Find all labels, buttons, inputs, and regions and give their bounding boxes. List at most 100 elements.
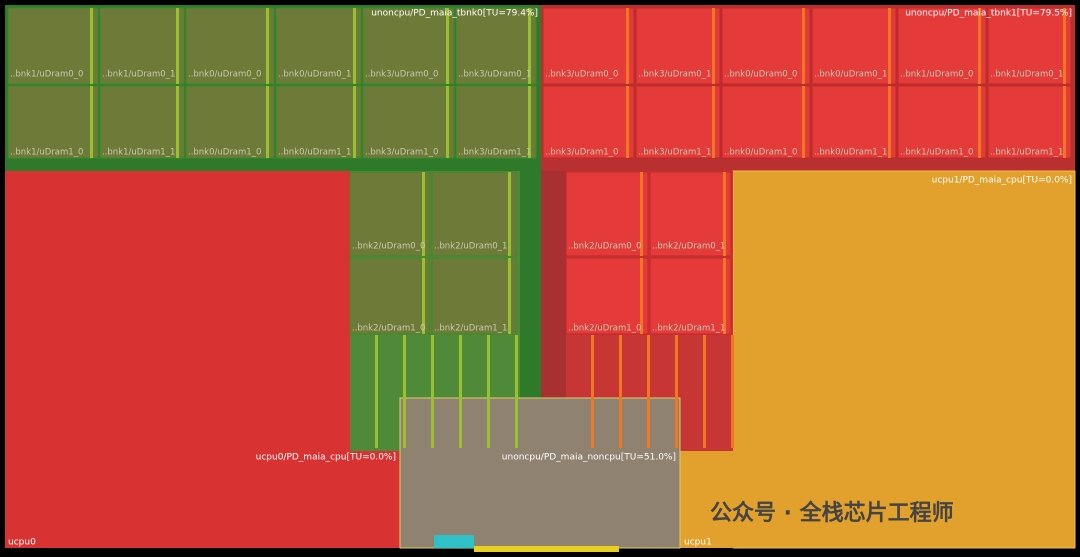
macro-label: ..bnk2/uDram0_0 <box>568 242 641 252</box>
macro-label: ..bnk3/uDram1_1 <box>458 148 531 158</box>
macro <box>349 171 431 257</box>
macro <box>275 85 362 159</box>
macro-label: ..bnk1/uDram0_1 <box>990 70 1063 80</box>
macro-label: ..bnk3/uDram1_0 <box>365 148 438 158</box>
stripe <box>431 335 434 448</box>
macro-stripe <box>723 258 726 334</box>
macro <box>565 171 649 257</box>
macro-label: ..bnk0/uDram0_0 <box>188 70 261 80</box>
cpu1-region <box>680 450 735 548</box>
region-label: ucpu0 <box>8 538 36 548</box>
tiles: ..bnk1/uDram0_0 ..bnk1/uDram0_1 ..bnk0/uDr… <box>7 7 1072 448</box>
macro-label: ..bnk3/uDram1_1 <box>638 148 711 158</box>
macro <box>721 85 811 159</box>
macro-stripe <box>266 8 269 84</box>
region-label: ucpu1 <box>684 538 712 548</box>
macro-label: ..bnk0/uDram1_1 <box>814 148 887 158</box>
region-label: ucpu1/PD_maia_cpu[TU=0.0%] <box>932 176 1072 186</box>
macro <box>362 85 455 159</box>
macro-label: ..bnk3/uDram0_0 <box>365 70 438 80</box>
macro-label: ..bnk1/uDram1_1 <box>102 148 175 158</box>
macro-label: ..bnk2/uDram1_0 <box>352 324 425 334</box>
macro-stripe <box>446 86 449 158</box>
macro-label: ..bnk2/uDram0_1 <box>652 242 725 252</box>
macro <box>185 7 275 85</box>
macro-stripe <box>176 8 179 84</box>
macro-stripe <box>723 172 726 256</box>
macro-stripe <box>90 8 93 84</box>
macro-stripe <box>353 86 356 158</box>
macro-stripe <box>640 258 643 334</box>
macro <box>635 85 721 159</box>
macro-stripe <box>888 86 891 158</box>
macro-stripe <box>1063 8 1066 84</box>
macro-label: ..bnk2/uDram0_1 <box>434 242 507 252</box>
macro-label: ..bnk1/uDram1_0 <box>10 148 83 158</box>
macro-stripe <box>1063 86 1066 158</box>
stripe <box>731 335 734 448</box>
macro <box>987 85 1072 159</box>
macro <box>721 7 811 85</box>
macro-label: ..bnk0/uDram0_1 <box>278 70 351 80</box>
channel <box>541 171 566 401</box>
macro-stripe <box>640 172 643 256</box>
macro-label: ..bnk0/uDram1_1 <box>278 148 351 158</box>
block <box>474 546 619 552</box>
macro-stripe <box>802 8 805 84</box>
stripe <box>703 335 706 448</box>
macro-stripe <box>888 8 891 84</box>
macro <box>185 85 275 159</box>
stripe <box>515 335 518 448</box>
macro <box>455 85 537 159</box>
macro <box>349 257 431 335</box>
macro-label: ..bnk0/uDram0_1 <box>814 70 887 80</box>
macro <box>431 171 517 257</box>
macro-stripe <box>626 8 629 84</box>
stripe <box>619 335 622 448</box>
macro-label: ..bnk3/uDram1_0 <box>545 148 618 158</box>
macro-label: ..bnk2/uDram1_0 <box>568 324 641 334</box>
macro <box>431 257 517 335</box>
macro-label: ..bnk3/uDram0_1 <box>638 70 711 80</box>
macro-stripe <box>90 86 93 158</box>
macro-label: ..bnk0/uDram1_0 <box>724 148 797 158</box>
macro-label: ..bnk2/uDram1_1 <box>652 324 725 334</box>
macro <box>649 257 732 335</box>
macro-label: ..bnk1/uDram0_0 <box>900 70 973 80</box>
macro <box>635 7 721 85</box>
macro-stripe <box>266 86 269 158</box>
region-label: ucpu0/PD_maia_cpu[TU=0.0%] <box>256 453 396 463</box>
macro <box>565 257 649 335</box>
macro-label: ..bnk0/uDram1_0 <box>188 148 261 158</box>
macro <box>987 7 1072 85</box>
stripe <box>647 335 650 448</box>
macro-stripe <box>978 8 981 84</box>
macro <box>275 7 362 85</box>
macro-stripe <box>802 86 805 158</box>
stripe <box>591 335 594 448</box>
macro <box>7 7 99 85</box>
macro <box>99 7 185 85</box>
noncpu-region <box>399 397 681 549</box>
macro-label: ..bnk3/uDram0_0 <box>545 70 618 80</box>
region-label: unoncpu/PD_maia_tbnk1[TU=79.5%] <box>905 9 1072 19</box>
stripe <box>459 335 462 448</box>
macro <box>99 85 185 159</box>
macro-label: ..bnk1/uDram1_0 <box>900 148 973 158</box>
macro-label: ..bnk1/uDram0_0 <box>10 70 83 80</box>
macro-label: ..bnk2/uDram1_1 <box>434 324 507 334</box>
macro <box>7 85 99 159</box>
cpu0-region <box>5 171 400 548</box>
region-label: unoncpu/PD_maia_tbnk0[TU=79.4%] <box>371 9 538 19</box>
macro-stripe <box>422 172 425 256</box>
macro-label: ..bnk1/uDram0_1 <box>102 70 175 80</box>
macro-stripe <box>978 86 981 158</box>
macro <box>542 85 635 159</box>
macro-stripe <box>528 86 531 158</box>
stripe <box>403 335 406 448</box>
macro <box>542 7 635 85</box>
macro-label: ..bnk2/uDram0_0 <box>352 242 425 252</box>
macro-stripe <box>353 8 356 84</box>
macro-stripe <box>508 172 511 256</box>
